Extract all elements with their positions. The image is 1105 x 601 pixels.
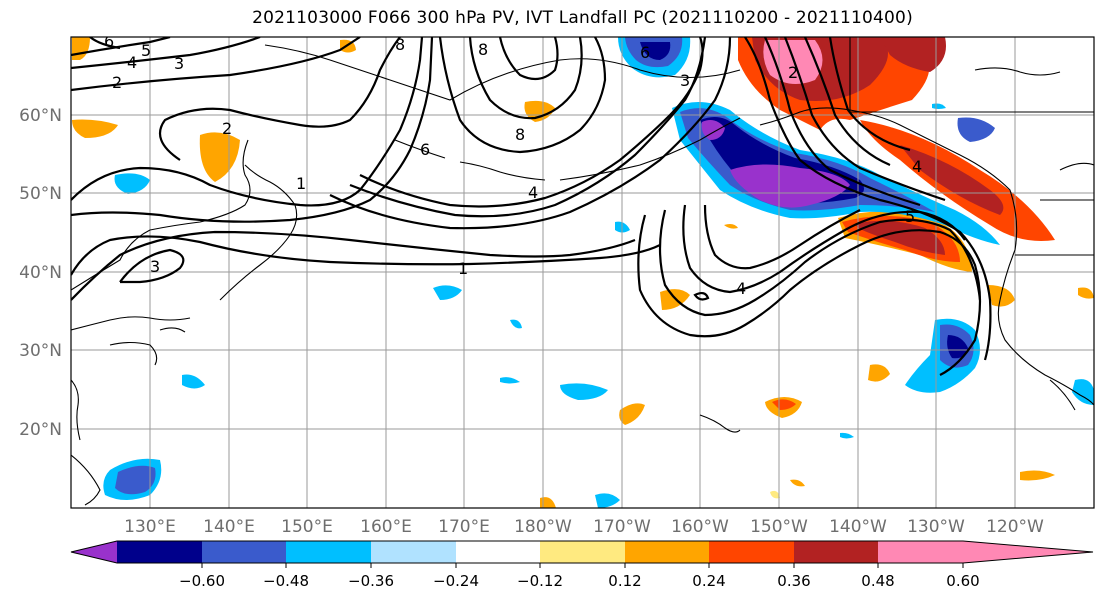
colorbar-tick-label: −0.24 <box>433 572 479 590</box>
lat-label: 40°N <box>19 263 62 283</box>
svg-text:2: 2 <box>222 119 232 138</box>
lat-label: 30°N <box>19 341 62 361</box>
lon-label: 120°W <box>986 517 1044 537</box>
svg-text:3: 3 <box>174 54 184 73</box>
svg-text:4: 4 <box>912 157 922 176</box>
map-frame <box>70 36 1095 509</box>
plot-title: 2021103000 F066 300 hPa PV, IVT Landfall… <box>252 8 913 28</box>
lon-label: 180°W <box>514 517 572 537</box>
lon-label: 160°W <box>671 517 729 537</box>
svg-text:4: 4 <box>736 279 746 298</box>
lon-label: 150°E <box>281 517 333 537</box>
colorbar-segment <box>709 541 794 563</box>
colorbar-tick-label: −0.36 <box>348 572 394 590</box>
colorbar-extend-high <box>963 541 1093 563</box>
svg-text:6: 6 <box>104 32 114 51</box>
colorbar-tick-label: 0.36 <box>777 572 810 590</box>
colorbar-extend-low <box>71 541 117 563</box>
colorbar-outline <box>70 540 1094 564</box>
colorbar-segment <box>286 541 371 563</box>
svg-text:2: 2 <box>112 73 122 92</box>
lat-label: 50°N <box>19 184 62 204</box>
svg-text:6: 6 <box>420 140 430 159</box>
latitude-labels: 60°N 50°N 40°N 30°N 20°N <box>19 106 62 440</box>
colorbar-segment <box>540 541 625 563</box>
svg-text:3: 3 <box>150 257 160 276</box>
colorbar-segment <box>794 541 878 563</box>
lat-label: 20°N <box>19 420 62 440</box>
colorbar-ticks <box>201 563 964 568</box>
colorbar-segment <box>456 541 540 563</box>
colorbar-tick-label: −0.12 <box>517 572 563 590</box>
colorbar-segment <box>117 541 202 563</box>
colorbar-tick-label: −0.48 <box>263 572 309 590</box>
svg-text:3: 3 <box>680 71 690 90</box>
colorbar-segment <box>202 541 286 563</box>
lat-label: 60°N <box>19 106 62 126</box>
lon-label: 160°E <box>360 517 412 537</box>
colorbar-segment <box>878 541 963 563</box>
lon-label: 140°W <box>829 517 887 537</box>
colorbar-segment <box>625 541 709 563</box>
svg-text:4: 4 <box>528 183 538 202</box>
colorbar-tick-label: 0.24 <box>692 572 725 590</box>
colorbar-tick-label: 0.60 <box>946 572 979 590</box>
pv-contours <box>71 37 992 376</box>
colorbar-tick-label: 0.12 <box>608 572 641 590</box>
colorbar-tick-label: −0.60 <box>179 572 225 590</box>
colorbar: −0.60 −0.48 −0.36 −0.24 −0.12 0.12 0.24 … <box>70 540 1094 590</box>
svg-text:1: 1 <box>296 174 306 193</box>
lon-label: 170°W <box>593 517 651 537</box>
svg-text:2: 2 <box>788 63 798 82</box>
longitude-labels: 130°E 140°E 150°E 160°E 170°E 180°W 170°… <box>124 517 1044 537</box>
lon-label: 130°W <box>907 517 965 537</box>
colorbar-tick-label: 0.48 <box>861 572 894 590</box>
svg-text:1: 1 <box>458 259 468 278</box>
lon-label: 150°W <box>750 517 808 537</box>
pv-contour-labels: 6 5 4 3 2 2 1 6 8 8 4 1 3 4 5 4 2 6 3 8 <box>104 32 922 298</box>
svg-text:8: 8 <box>395 35 405 54</box>
lon-label: 140°E <box>203 517 255 537</box>
svg-text:6: 6 <box>640 43 650 62</box>
colorbar-segment <box>371 541 456 563</box>
svg-text:8: 8 <box>515 125 525 144</box>
svg-text:5: 5 <box>141 41 151 60</box>
svg-text:8: 8 <box>478 40 488 59</box>
lon-label: 170°E <box>438 517 490 537</box>
svg-text:5: 5 <box>905 207 915 226</box>
lon-label: 130°E <box>124 517 176 537</box>
ivt-shading-layer <box>72 37 1094 508</box>
svg-text:4: 4 <box>127 53 137 72</box>
